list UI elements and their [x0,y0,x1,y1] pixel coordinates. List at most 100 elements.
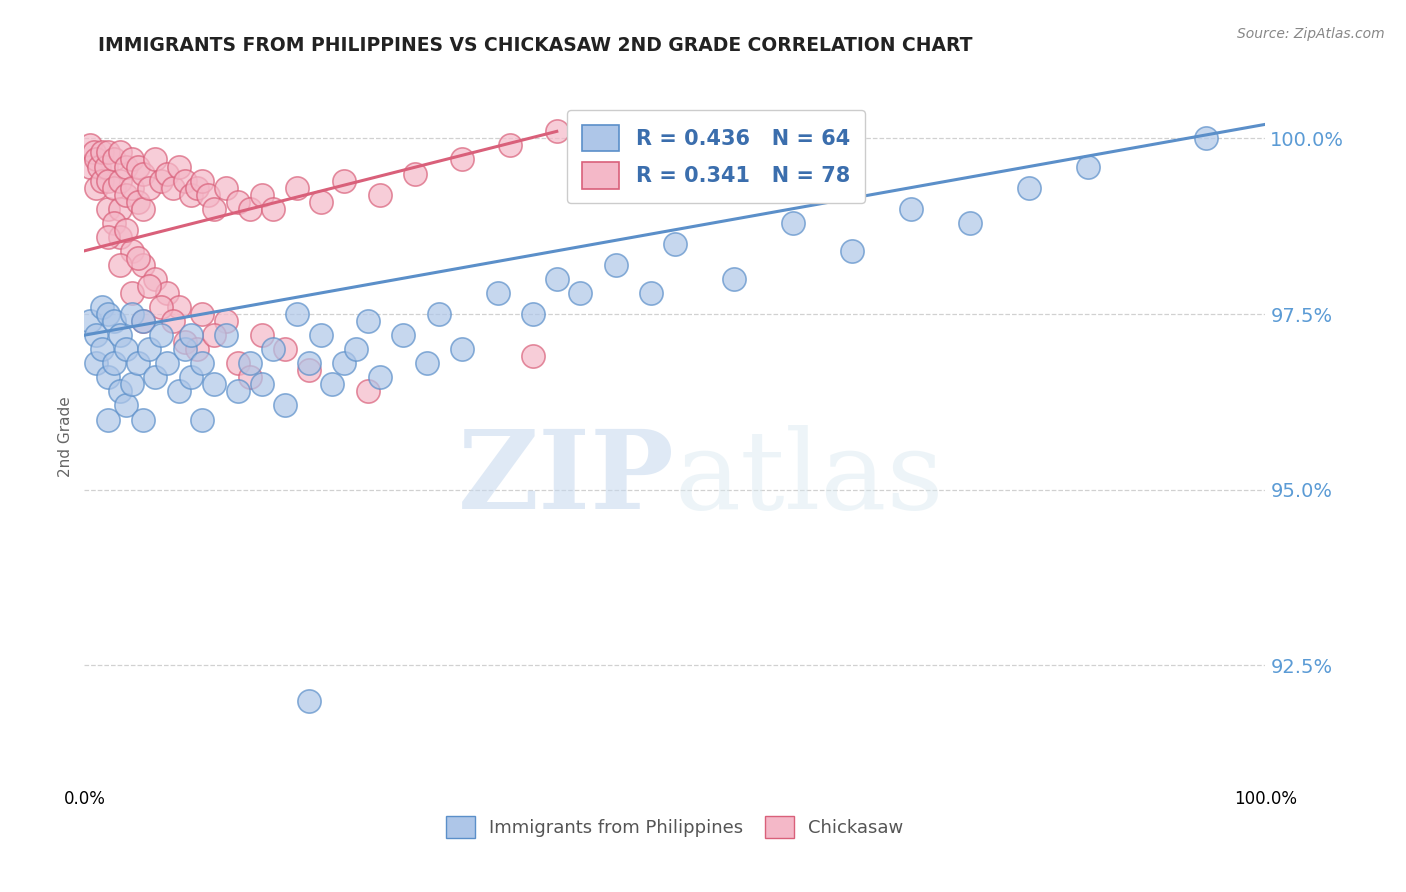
Point [298,356,321,370]
Point [202,328,225,343]
Point [84,180,107,194]
Point [132,167,155,181]
Point [108,229,131,244]
Point [723,272,745,286]
Point [569,285,592,300]
Text: IMMIGRANTS FROM PHILIPPINES VS CHICKASAW 2ND GRADE CORRELATION CHART: IMMIGRANTS FROM PHILIPPINES VS CHICKASAW… [98,36,973,54]
Point [91,343,114,357]
Point [321,377,343,392]
Point [173,335,195,350]
Point [546,124,568,138]
Text: ZIP: ZIP [458,425,675,533]
Point [215,328,238,343]
Point [114,399,136,413]
Point [841,244,863,258]
Point [392,328,415,343]
Point [108,328,131,343]
Point [344,343,367,357]
Point [180,370,202,384]
Point [97,173,120,187]
Point [121,307,143,321]
Point [121,377,143,392]
Point [108,202,131,216]
Point [416,356,439,370]
Point [782,216,804,230]
Point [427,307,450,321]
Point [156,285,179,300]
Point [250,187,273,202]
Point [215,314,238,328]
Point [97,307,120,321]
Point [91,300,114,314]
Point [150,300,173,314]
Point [605,258,627,272]
Point [121,153,143,167]
Point [180,187,202,202]
Point [97,145,120,160]
Point [191,307,214,321]
Point [959,216,981,230]
Point [404,167,426,181]
Point [226,194,249,209]
Point [138,279,160,293]
Point [114,160,136,174]
Point [103,314,125,328]
Point [250,328,273,343]
Point [127,194,149,209]
Point [84,153,107,167]
Point [114,343,136,357]
Point [162,180,184,194]
Point [357,384,380,399]
Point [132,314,155,328]
Point [167,300,190,314]
Point [143,153,166,167]
Point [274,399,297,413]
Point [368,370,391,384]
Point [333,173,356,187]
Point [97,202,120,216]
Point [127,160,149,174]
Point [108,384,131,399]
Point [186,343,208,357]
Point [285,180,308,194]
Legend: Immigrants from Philippines, Chickasaw: Immigrants from Philippines, Chickasaw [439,809,911,846]
Point [1195,131,1218,145]
Point [546,272,568,286]
Point [162,314,184,328]
Point [173,173,195,187]
Point [167,160,190,174]
Point [285,307,308,321]
Point [79,138,101,153]
Point [451,343,474,357]
Point [262,343,284,357]
Point [522,349,544,363]
Point [180,328,202,343]
Point [186,180,208,194]
Point [84,328,107,343]
Point [298,693,321,707]
Point [226,356,249,370]
Point [132,258,155,272]
Point [127,356,149,370]
Point [202,202,225,216]
Point [108,258,131,272]
Point [215,180,238,194]
Point [103,356,125,370]
Point [451,153,474,167]
Point [333,356,356,370]
Y-axis label: 2nd Grade: 2nd Grade [58,397,73,477]
Point [87,160,110,174]
Point [103,153,125,167]
Point [900,202,922,216]
Point [103,216,125,230]
Point [191,356,214,370]
Point [202,377,225,392]
Point [239,356,262,370]
Point [97,229,120,244]
Point [132,314,155,328]
Point [156,356,179,370]
Point [173,343,195,357]
Point [143,370,166,384]
Point [250,377,273,392]
Point [114,187,136,202]
